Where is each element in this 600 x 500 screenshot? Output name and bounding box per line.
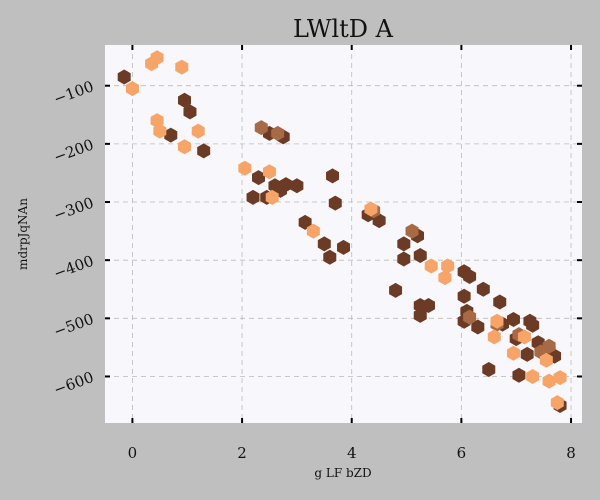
data-point xyxy=(457,288,471,304)
data-point xyxy=(306,223,320,239)
data-point xyxy=(482,362,496,377)
data-point xyxy=(317,236,331,252)
data-point xyxy=(520,346,534,362)
data-point xyxy=(337,239,350,255)
x-tick-label: 2 xyxy=(237,444,247,462)
data-point xyxy=(164,127,178,143)
data-point xyxy=(493,294,507,310)
data-point xyxy=(389,282,403,298)
data-point xyxy=(271,125,285,141)
data-point xyxy=(191,123,205,139)
data-point xyxy=(471,319,485,335)
data-point xyxy=(539,352,553,368)
data-point xyxy=(405,223,419,239)
data-points xyxy=(117,50,567,414)
data-point xyxy=(117,69,131,85)
y-axis-label: mdrpJqNAn xyxy=(16,198,30,270)
data-point xyxy=(364,201,378,217)
data-point xyxy=(197,143,211,159)
x-tick-label: 8 xyxy=(566,444,576,462)
chart-title: LWltD A xyxy=(293,15,394,43)
data-point xyxy=(463,309,477,325)
data-point xyxy=(490,313,504,329)
data-point xyxy=(542,373,556,389)
data-point xyxy=(553,370,567,386)
y-tick-label: −300 xyxy=(51,194,96,225)
data-point xyxy=(178,92,191,108)
x-tick-label: 0 xyxy=(128,444,138,462)
data-point xyxy=(397,236,411,252)
data-point xyxy=(262,164,276,180)
x-tick-label: 6 xyxy=(457,444,467,462)
data-point xyxy=(397,251,411,267)
data-point xyxy=(517,329,531,345)
data-point xyxy=(290,178,304,194)
data-point xyxy=(298,214,312,230)
data-point xyxy=(175,59,189,75)
data-point xyxy=(476,281,490,297)
data-point xyxy=(550,395,564,411)
data-point xyxy=(246,189,260,205)
data-point xyxy=(254,120,268,136)
data-point xyxy=(153,123,167,139)
data-point xyxy=(252,170,266,186)
data-point xyxy=(413,307,427,323)
data-point xyxy=(328,195,342,211)
data-point xyxy=(178,139,191,155)
y-tick-label: −500 xyxy=(51,310,96,341)
x-tick-label: 4 xyxy=(347,444,357,462)
data-point xyxy=(463,268,477,284)
data-point xyxy=(125,81,139,97)
data-point xyxy=(526,317,540,333)
y-tick-label: −600 xyxy=(51,368,96,399)
data-point xyxy=(150,50,164,66)
plot-area xyxy=(105,45,582,423)
data-point xyxy=(542,338,556,354)
grid xyxy=(105,45,582,423)
data-point xyxy=(424,258,438,274)
data-point xyxy=(506,311,520,327)
y-tick-label: −400 xyxy=(51,252,96,283)
data-point xyxy=(526,368,540,384)
data-point xyxy=(265,189,279,205)
data-point xyxy=(323,249,337,265)
data-point xyxy=(512,367,526,383)
data-point xyxy=(438,270,452,286)
data-point xyxy=(487,329,501,345)
x-axis-label: g LF bZD xyxy=(314,466,371,480)
data-point xyxy=(238,160,252,176)
data-point xyxy=(413,248,427,264)
y-tick-label: −100 xyxy=(51,77,96,108)
data-point xyxy=(183,104,197,120)
data-point xyxy=(279,177,293,193)
y-tick-label: −200 xyxy=(51,135,96,166)
data-point xyxy=(506,345,520,361)
data-point xyxy=(421,298,435,314)
data-point xyxy=(326,168,340,184)
data-point xyxy=(441,258,455,274)
